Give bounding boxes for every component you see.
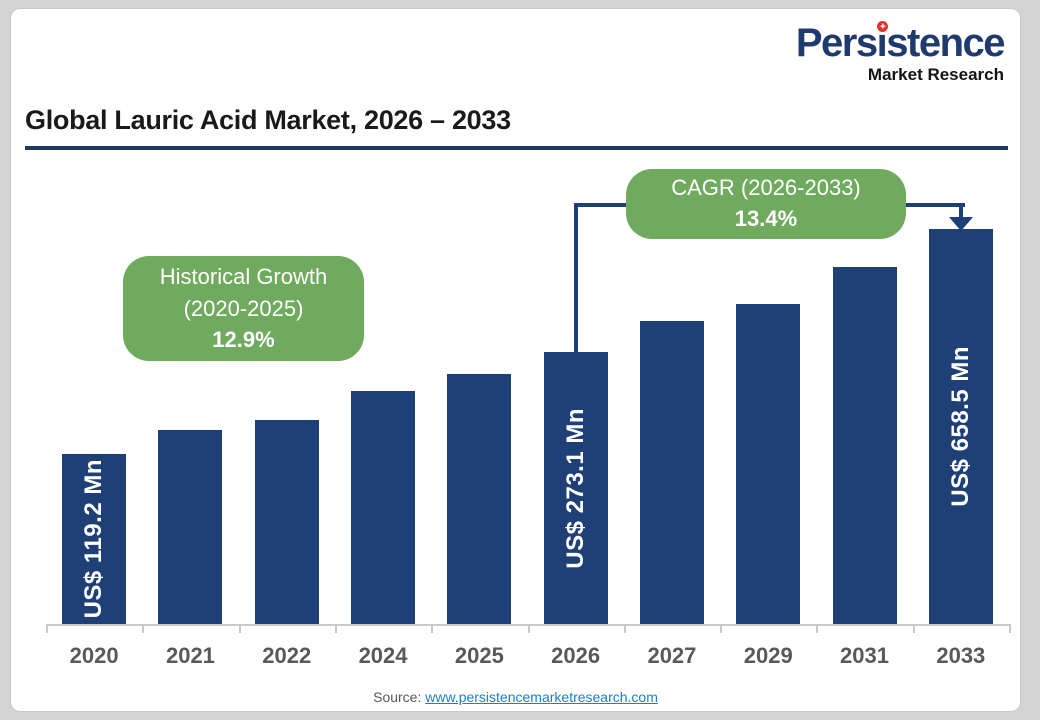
x-axis-tick	[1009, 624, 1011, 633]
logo-tagline: Market Research	[867, 65, 1004, 84]
infographic-card: Persi ✦ stence Market Research Global Laur…	[10, 8, 1021, 712]
x-axis-tick	[912, 624, 915, 633]
x-axis-label-2029: 2029	[743, 643, 793, 668]
x-axis-label-2020: 2020	[69, 643, 119, 668]
x-axis-label-2033: 2033	[936, 643, 986, 668]
x-axis-label-2024: 2024	[358, 643, 408, 668]
logo-star-dot-icon: ✦	[876, 21, 888, 32]
historical-growth-line2: (2020-2025)	[183, 295, 304, 321]
x-axis-label-2031: 2031	[840, 643, 889, 668]
bar-2020: US$ 119.2 Mn	[62, 454, 127, 624]
page-title: Global Lauric Acid Market, 2026 – 2033	[25, 105, 511, 135]
x-axis-tick	[623, 624, 626, 633]
bar-2021	[158, 430, 223, 624]
source-prefix: Source:	[373, 689, 426, 705]
bar-slot-2027	[624, 321, 720, 624]
bar-value-label-2026: US$ 273.1 Mn	[561, 407, 589, 569]
x-axis-tick	[527, 624, 530, 633]
bar-slot-2022	[239, 420, 335, 624]
logo: Persi ✦ stence Market Research	[795, 21, 1005, 84]
logo-brand-text: Persi ✦ stence	[795, 21, 1005, 65]
bar-2033: US$ 658.5 Mn	[928, 229, 993, 624]
historical-growth-callout: Historical Growth (2020-2025) 12.9%	[123, 256, 364, 361]
arrow-down-icon	[949, 217, 973, 231]
cagr-callout: CAGR (2026-2033) 13.4%	[626, 169, 906, 239]
bar-2027	[639, 321, 704, 624]
logo-letter-i: i ✦	[876, 21, 888, 65]
bar-2022	[254, 420, 319, 624]
x-axis-label-2022: 2022	[262, 643, 312, 668]
x-axis-label-2021: 2021	[165, 643, 215, 668]
logo-brand-suffix: stence	[886, 21, 1005, 65]
bar-value-label-2033: US$ 658.5 Mn	[946, 346, 974, 507]
bar-slot-2025	[431, 374, 527, 624]
connector-line-2033	[959, 203, 963, 218]
x-axis-label-2027: 2027	[647, 643, 697, 668]
bar-slot-2020: US$ 119.2 Mn	[46, 454, 142, 624]
x-axis-tick	[46, 624, 48, 633]
bar-chart: US$ 119.2 Mn US$ 273.1 Mn US$ 658.5 Mn	[46, 169, 1009, 624]
x-axis-tick	[142, 624, 145, 633]
bar-slot-2029	[720, 304, 816, 624]
bar-2024	[351, 391, 416, 624]
connector-line-2026	[574, 203, 578, 354]
bars: US$ 119.2 Mn US$ 273.1 Mn US$ 658.5 Mn	[46, 169, 1009, 624]
bar-slot-2026: US$ 273.1 Mn	[527, 352, 623, 624]
source-link[interactable]: www.persistencemarketresearch.com	[425, 689, 658, 705]
historical-growth-line1: Historical Growth	[159, 263, 328, 289]
x-axis-tick	[334, 624, 337, 633]
bar-slot-2024	[335, 391, 431, 624]
x-axis-labels: 2020 2021 2022 2024 2025 2026 2027 2029 2031 2033	[46, 643, 1009, 669]
x-axis-label-2025: 2025	[454, 643, 504, 668]
x-axis-tick	[238, 624, 241, 633]
bar-value-label-2020: US$ 119.2 Mn	[80, 459, 108, 619]
bar-2029	[736, 304, 801, 624]
x-axis-tick	[720, 624, 723, 633]
source-line: Source: www.persistencemarketresearch.co…	[11, 689, 1020, 705]
x-axis-tick	[431, 624, 434, 633]
bar-slot-2021	[142, 430, 238, 624]
x-axis-label-2026: 2026	[551, 643, 601, 668]
cagr-value: 13.4%	[734, 206, 798, 231]
bar-2025	[447, 374, 512, 624]
bar-slot-2031	[816, 267, 912, 624]
cagr-line1: CAGR (2026-2033)	[671, 175, 861, 201]
x-axis-tick	[816, 624, 819, 633]
title-underline	[25, 146, 1008, 150]
bar-2031	[832, 267, 897, 624]
historical-growth-value: 12.9%	[212, 327, 275, 353]
logo-brand-prefix: Pers	[795, 21, 878, 65]
bar-slot-2033: US$ 658.5 Mn	[913, 229, 1009, 624]
bar-2026: US$ 273.1 Mn	[543, 352, 608, 624]
